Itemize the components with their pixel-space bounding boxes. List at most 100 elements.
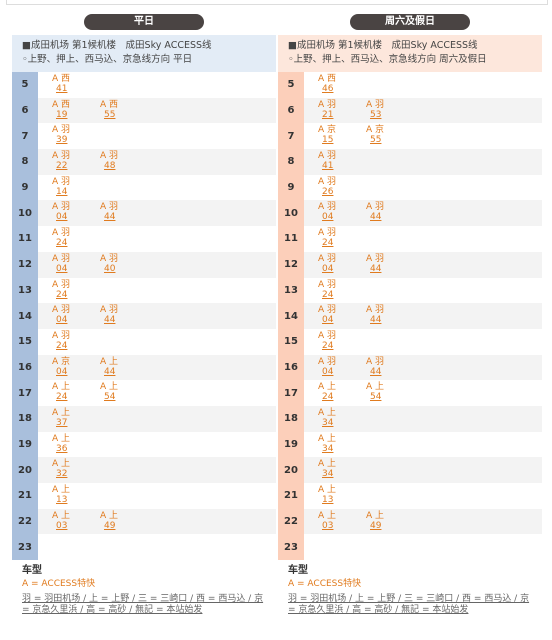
hour-row: 15 A 羽 24 (278, 328, 542, 355)
hour-row: 10 A 羽 04 A 羽 44 (12, 200, 276, 227)
minute[interactable]: 24 (322, 238, 334, 249)
hour-row: 21 A 上 13 (12, 483, 276, 509)
frame (6, 0, 548, 5)
header-line: ■成田机场 第1候机楼 成田Sky ACCESS线 (22, 40, 212, 51)
minute[interactable]: 46 (322, 84, 334, 94)
train: A 上 34 (318, 408, 336, 428)
minute[interactable]: 34 (322, 417, 334, 428)
panel-header: ■成田机场 第1候机楼 成田Sky ACCESS线 ◦上野、押上、西马込、京急线方… (12, 35, 276, 72)
train-info: A 羽 (318, 100, 336, 110)
train-info: A 上 (318, 459, 336, 469)
minute[interactable]: 04 (56, 315, 68, 326)
minute[interactable]: 04 (322, 212, 334, 223)
train-type: A (318, 305, 325, 316)
train: A 上 34 (318, 434, 336, 454)
train-type: A (52, 99, 59, 110)
minute[interactable]: 44 (370, 263, 382, 274)
hour: 6 (12, 97, 38, 124)
minute[interactable]: 54 (104, 392, 116, 403)
minute[interactable]: 21 (322, 109, 334, 120)
destination: 羽 (61, 202, 71, 213)
minute[interactable]: 14 (56, 186, 68, 197)
minute[interactable]: 19 (56, 109, 68, 120)
minute[interactable]: 24 (322, 340, 334, 351)
hour: 18 (278, 405, 304, 432)
minute[interactable]: 04 (56, 212, 68, 223)
destination: 京 (61, 356, 71, 367)
hour: 22 (12, 508, 38, 535)
minute[interactable]: 04 (322, 315, 334, 326)
train: A 上 24 (318, 382, 336, 402)
minute[interactable]: 49 (104, 520, 116, 531)
minute[interactable]: 34 (322, 443, 334, 454)
minute[interactable]: 24 (56, 238, 68, 249)
panel-header: ■成田机场 第1候机楼 成田Sky ACCESS线 ◦上野、押上、西马込、京急线方… (278, 35, 542, 72)
minute[interactable]: 44 (370, 315, 382, 326)
minute[interactable]: 44 (104, 315, 116, 326)
hour-row: 12 A 羽 04 A 羽 44 (278, 251, 542, 278)
train: A 上 54 (366, 382, 384, 402)
minute[interactable]: 41 (56, 84, 68, 94)
hour: 6 (278, 97, 304, 124)
minute[interactable]: 26 (322, 186, 334, 197)
minute[interactable]: 44 (370, 212, 382, 223)
minute[interactable]: 49 (370, 520, 382, 531)
minute[interactable]: 44 (370, 366, 382, 377)
minute[interactable]: 44 (104, 366, 116, 377)
train: A 上 49 (366, 511, 384, 531)
minute[interactable]: 24 (322, 289, 334, 300)
minute[interactable]: 53 (370, 109, 382, 120)
hour: 17 (278, 380, 304, 406)
train: A 羽 04 (318, 254, 336, 274)
minute[interactable]: 13 (56, 495, 68, 505)
minute[interactable]: 04 (322, 366, 334, 377)
tab: 周六及假日 (350, 14, 470, 30)
minute[interactable]: 24 (56, 340, 68, 351)
hour-row: 20 A 上 32 (12, 457, 276, 483)
minute[interactable]: 24 (56, 289, 68, 300)
train-info: A 羽 (100, 254, 118, 264)
hour-row: 21 A 上 13 (278, 483, 542, 509)
minute[interactable]: 03 (322, 520, 334, 531)
minute[interactable]: 34 (322, 469, 334, 480)
train: A 羽 53 (366, 100, 384, 120)
minute[interactable]: 39 (56, 135, 68, 146)
hour: 20 (12, 457, 38, 483)
destination: 上 (109, 510, 119, 521)
legend-types: A = ACCESS特快 (22, 579, 96, 589)
train-type: A (52, 459, 59, 470)
minute[interactable]: 15 (322, 135, 334, 146)
train-type: A (366, 382, 373, 393)
minute[interactable]: 37 (56, 417, 68, 428)
minute[interactable]: 36 (56, 443, 68, 454)
minute[interactable]: 44 (104, 212, 116, 223)
train-type: A (318, 228, 325, 239)
destination: 羽 (61, 125, 71, 136)
minute[interactable]: 54 (370, 392, 382, 403)
destination: 上 (109, 356, 119, 367)
minute[interactable]: 55 (104, 109, 116, 120)
minute[interactable]: 24 (322, 392, 334, 403)
hour: 5 (12, 72, 38, 98)
minute[interactable]: 48 (104, 161, 116, 172)
train: A 羽 44 (366, 357, 384, 377)
train-info: A 羽 (318, 357, 336, 367)
train: A 羽 24 (318, 228, 336, 248)
minute[interactable]: 22 (56, 161, 68, 172)
hour-row: 18 A 上 37 (12, 405, 276, 432)
minute[interactable]: 24 (56, 392, 68, 403)
minute[interactable]: 04 (56, 263, 68, 274)
minute[interactable]: 13 (322, 495, 334, 505)
minute[interactable]: 04 (56, 366, 68, 377)
destination: 西 (109, 99, 119, 110)
minute[interactable]: 41 (322, 161, 334, 172)
train-info: A 上 (318, 485, 336, 495)
minute[interactable]: 04 (322, 263, 334, 274)
minute[interactable]: 03 (56, 520, 68, 531)
minute[interactable]: 32 (56, 469, 68, 480)
destination: 上 (61, 433, 71, 444)
train: A 羽 04 (318, 357, 336, 377)
minute[interactable]: 40 (104, 263, 116, 274)
minute[interactable]: 55 (370, 135, 382, 146)
